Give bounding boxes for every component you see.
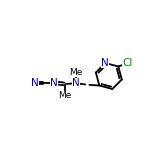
Text: N: N [102,58,109,68]
Text: Me: Me [58,91,72,100]
Text: N: N [50,78,58,88]
Text: N: N [31,78,39,88]
Text: N: N [72,78,80,88]
Text: Cl: Cl [122,58,133,68]
Text: Me: Me [69,68,83,77]
